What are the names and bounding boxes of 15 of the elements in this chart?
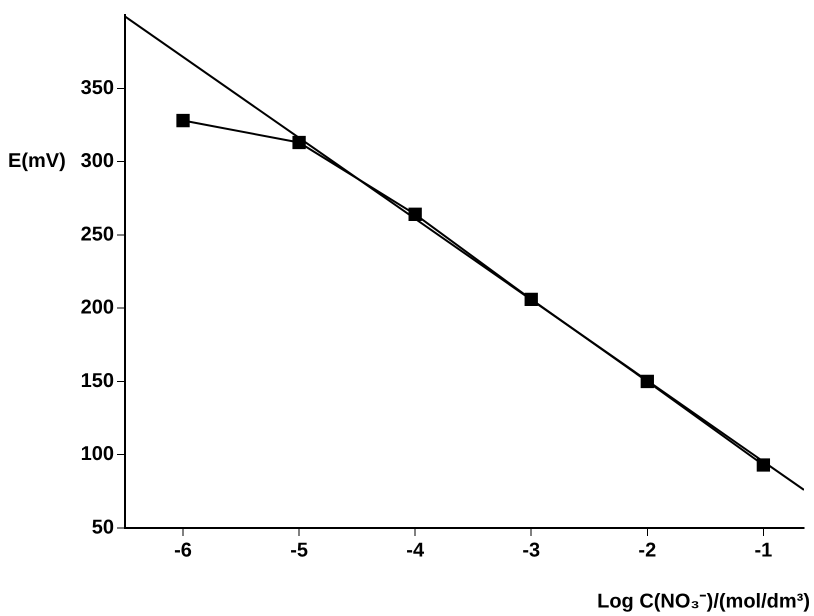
x-tick-label: -5 xyxy=(290,540,308,562)
y-tick-label: 100 xyxy=(80,443,114,466)
y-tick-label: 200 xyxy=(80,296,114,319)
x-tick-label: -4 xyxy=(406,540,425,562)
x-tick-label: -2 xyxy=(638,540,656,562)
y-tick-label: 150 xyxy=(80,370,114,392)
x-tick-label: -6 xyxy=(174,540,192,562)
y-axis-title: E(mV) xyxy=(8,150,66,172)
x-axis-title: Log C(NO₃⁻)/(mol/dm³) xyxy=(597,590,810,613)
y-tick-label: 300 xyxy=(80,150,114,172)
y-tick-label: 50 xyxy=(92,516,114,539)
y-tick-label: 350 xyxy=(80,76,114,99)
x-tick-label: -1 xyxy=(754,540,772,562)
x-tick-label: -3 xyxy=(522,540,540,562)
y-tick-label: 250 xyxy=(80,223,114,246)
